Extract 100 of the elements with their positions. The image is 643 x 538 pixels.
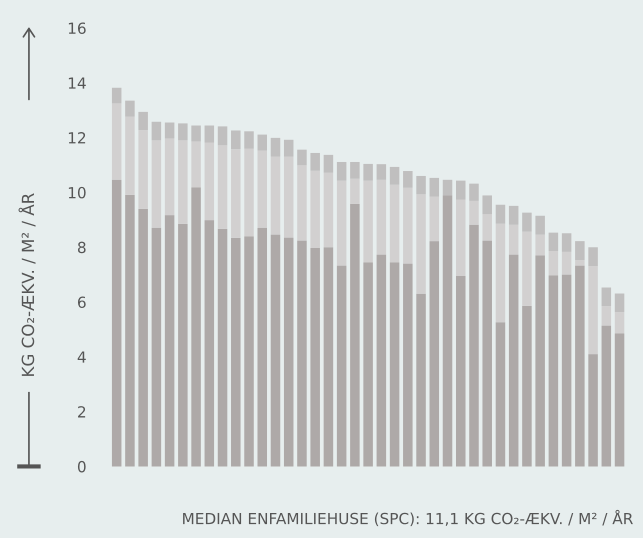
bar	[456, 180, 466, 200]
bar	[191, 126, 201, 142]
bar	[602, 287, 612, 306]
bar	[244, 236, 254, 466]
y-tick-label: 12	[68, 132, 86, 144]
bar	[482, 195, 492, 214]
bar	[430, 178, 440, 197]
bar	[562, 252, 572, 275]
bar	[125, 194, 135, 466]
bar	[138, 130, 148, 209]
bar	[376, 180, 386, 255]
bar	[270, 156, 280, 235]
bar	[456, 200, 466, 276]
bar	[336, 266, 346, 466]
bar	[575, 266, 585, 466]
bar	[614, 334, 624, 466]
bar	[178, 123, 188, 140]
bar	[522, 306, 532, 466]
bar	[310, 152, 320, 171]
text: MEDIAN ENFAMILIEHUSE (SPC): 11,1 KG CO₂-ÆKV. / M² / ÅR	[183, 510, 633, 526]
bar	[602, 306, 612, 326]
bar	[218, 126, 228, 146]
bar	[363, 180, 373, 263]
bar	[152, 140, 162, 228]
bar	[270, 234, 280, 466]
bar	[482, 214, 492, 241]
bar	[164, 138, 174, 216]
bar	[244, 148, 254, 237]
bar	[191, 187, 201, 466]
bar	[390, 262, 400, 466]
bar	[164, 122, 174, 138]
bar	[416, 194, 426, 294]
bar	[231, 149, 241, 238]
bar	[257, 134, 268, 150]
bar	[548, 251, 558, 276]
bar	[496, 224, 506, 322]
bar	[522, 212, 532, 232]
bar	[588, 354, 598, 466]
bar	[390, 184, 400, 263]
bar	[403, 264, 413, 466]
bar	[522, 232, 532, 306]
bar	[336, 180, 346, 266]
bar	[548, 275, 558, 466]
bar	[442, 195, 452, 466]
bar	[602, 326, 612, 466]
bar	[178, 224, 188, 466]
bar	[125, 100, 135, 116]
bar	[244, 131, 254, 149]
y-tick-label: 14	[68, 77, 86, 89]
bar	[112, 180, 122, 466]
bar	[456, 276, 466, 466]
y-tick-label: 0	[78, 460, 86, 472]
bar	[614, 312, 624, 334]
bar	[350, 162, 360, 179]
bar	[310, 248, 320, 466]
bar	[204, 142, 214, 220]
bar	[164, 215, 174, 466]
y-tick-label: 6	[78, 296, 86, 308]
bar	[430, 196, 440, 242]
bar	[284, 156, 294, 238]
bar	[231, 130, 241, 150]
y-tick-label: 4	[78, 351, 86, 363]
bar	[588, 266, 598, 354]
bar	[535, 216, 545, 235]
bar	[218, 145, 228, 229]
y-tick-label: 10	[68, 186, 86, 198]
bar	[588, 247, 598, 266]
bar	[257, 150, 268, 228]
bar	[496, 322, 506, 466]
bar	[496, 204, 506, 224]
bar	[575, 260, 585, 266]
bar	[112, 103, 122, 180]
bar	[390, 166, 400, 185]
bar	[430, 241, 440, 466]
bar	[548, 232, 558, 252]
bar	[204, 126, 214, 143]
bar	[403, 171, 413, 188]
bar	[442, 180, 452, 196]
bar	[614, 294, 624, 312]
bar	[112, 88, 122, 104]
bar	[350, 204, 360, 466]
y-tick-label: 16	[68, 22, 86, 34]
bar	[218, 228, 228, 466]
bar	[535, 255, 545, 466]
bar	[469, 184, 479, 201]
bar	[336, 162, 346, 181]
bar	[297, 240, 307, 466]
bar	[324, 154, 334, 173]
bar	[284, 140, 294, 157]
bar	[350, 178, 360, 204]
bar	[376, 254, 386, 466]
bar	[284, 238, 294, 466]
bar	[403, 188, 413, 264]
bar	[125, 116, 135, 195]
bar	[575, 241, 585, 260]
bar	[191, 141, 201, 188]
bar	[376, 164, 386, 180]
bar	[416, 176, 426, 194]
bar	[270, 138, 280, 157]
bar	[178, 140, 188, 224]
